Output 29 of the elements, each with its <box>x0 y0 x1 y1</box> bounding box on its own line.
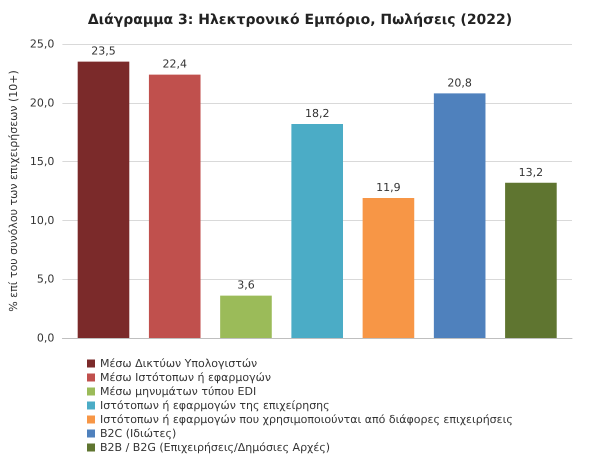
bar <box>78 62 130 338</box>
data-label: 23,5 <box>91 44 116 58</box>
data-label: 20,8 <box>447 76 472 90</box>
y-tick-label: 5,0 <box>36 272 54 286</box>
legend-label: B2C (Ιδιώτες) <box>100 427 176 440</box>
legend-label: B2B / B2G (Επιχειρήσεις/Δημόσιες Αρχές) <box>100 441 330 454</box>
bar <box>362 198 414 338</box>
legend-label: Μέσω μηνυμάτων τύπου EDI <box>100 385 256 398</box>
y-tick-label: 20,0 <box>30 96 54 110</box>
bar <box>220 296 272 338</box>
legend-label: Ιστότοπων ή εφαρμογών της επιχείρησης <box>100 399 330 412</box>
y-tick-label: 0,0 <box>36 332 54 344</box>
legend-label: Ιστότοπων ή εφαρμογών που χρησιμοποιούνται από διάφορες επιχειρήσεις <box>100 413 513 426</box>
legend-label: Μέσω Ιστότοπων ή εφαρμογών <box>100 371 272 384</box>
y-tick-label: 15,0 <box>30 155 54 168</box>
y-tick-label: 10,0 <box>30 214 54 227</box>
legend-label: Μέσω Δικτύων Υπολογιστών <box>100 357 258 370</box>
data-label: 13,2 <box>518 166 544 179</box>
data-label: 3,6 <box>237 278 255 292</box>
data-label: 22,4 <box>162 58 187 71</box>
data-label: 11,9 <box>376 181 401 194</box>
y-axis-title: % επί του συνόλου των επιχειρήσεων (10+) <box>7 70 20 312</box>
bar <box>148 74 201 338</box>
y-tick-label: 25,0 <box>30 38 54 50</box>
bar <box>291 124 344 338</box>
bar <box>434 93 486 338</box>
chart-title: Διάγραμμα 3: Ηλεκτρονικό Εμπόριο, Πωλήσεις (2022) <box>88 12 512 28</box>
data-label: 18,2 <box>304 106 330 120</box>
bar <box>505 182 557 338</box>
